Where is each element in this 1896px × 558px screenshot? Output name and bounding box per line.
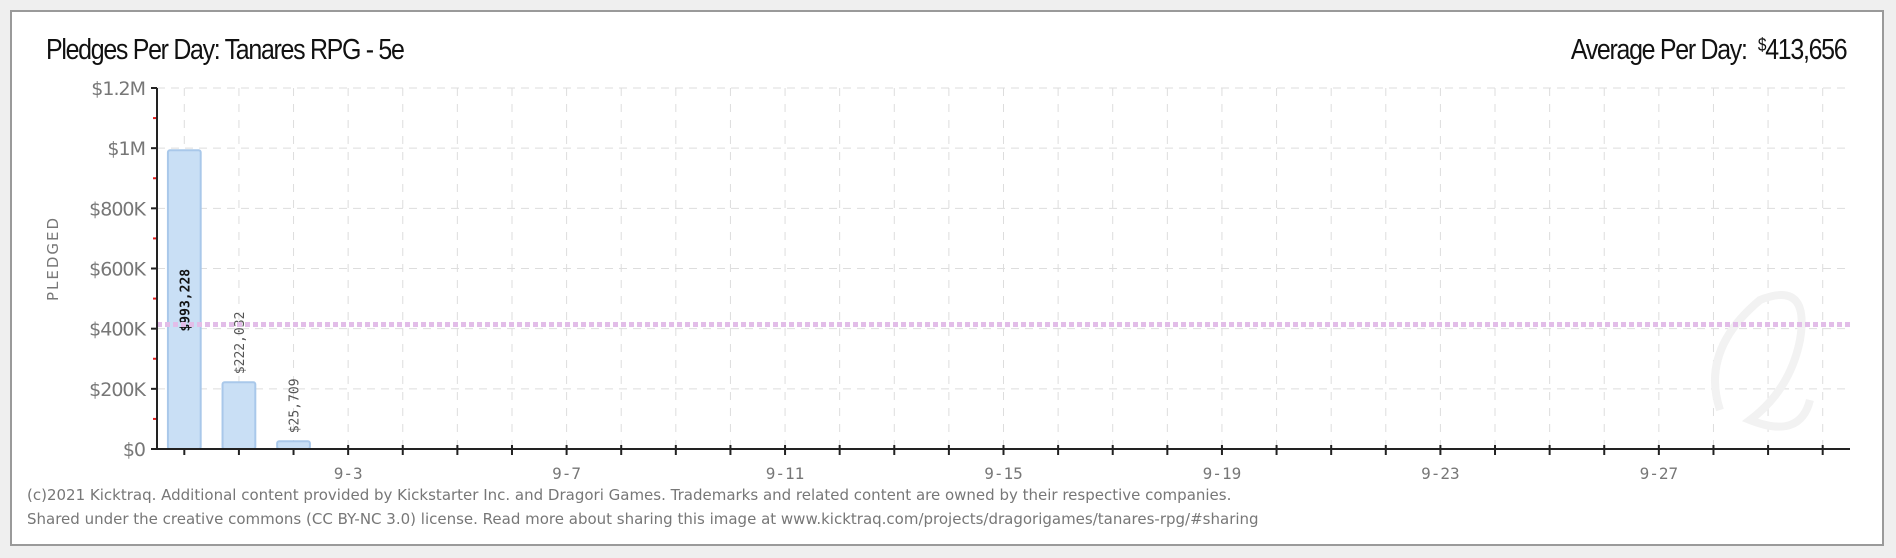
y-axis-label: PLEDGED [44,216,62,301]
x-tick-label: 9-7 [552,464,581,483]
y-tick-label: $1.2M [91,78,145,100]
y-tick-label: $200K [89,379,146,401]
x-tick-label: 9-3 [334,464,363,483]
footer-copyright: (c)2021 Kicktraq. Additional content pro… [27,486,1232,504]
average-per-day: Average Per Day: $413,656 [1570,34,1848,67]
x-tick-label: 9-27 [1640,464,1679,483]
x-tick-label: 9-23 [1421,464,1460,483]
chart-frame [10,10,1884,546]
y-tick-label: $400K [89,319,146,341]
kicktraq-watermark-logo [1711,291,1814,431]
footer-license: Shared under the creative commons (CC BY… [27,510,1259,528]
y-tick-label: $1M [107,138,145,160]
y-tick-label: $600K [89,259,146,281]
bar-9-2 [276,440,311,450]
bar-value-label: $222,032 [233,312,248,375]
bar-value-label: $25,709 [288,378,303,433]
average-currency: $ [1757,35,1767,55]
chart-title: Pledges Per Day: Tanares RPG - 5e [46,34,405,66]
average-label: Average Per Day: [1570,34,1748,66]
y-tick-label: $0 [123,439,145,461]
bar-9-1 [221,381,257,451]
x-tick-label: 9-19 [1203,464,1242,483]
x-tick-label: 9-11 [766,464,805,483]
bar-value-label: $993,228 [178,269,193,332]
x-tick-label: 9-15 [984,464,1023,483]
average-value: 413,656 [1764,34,1847,66]
y-tick-label: $800K [89,198,146,220]
